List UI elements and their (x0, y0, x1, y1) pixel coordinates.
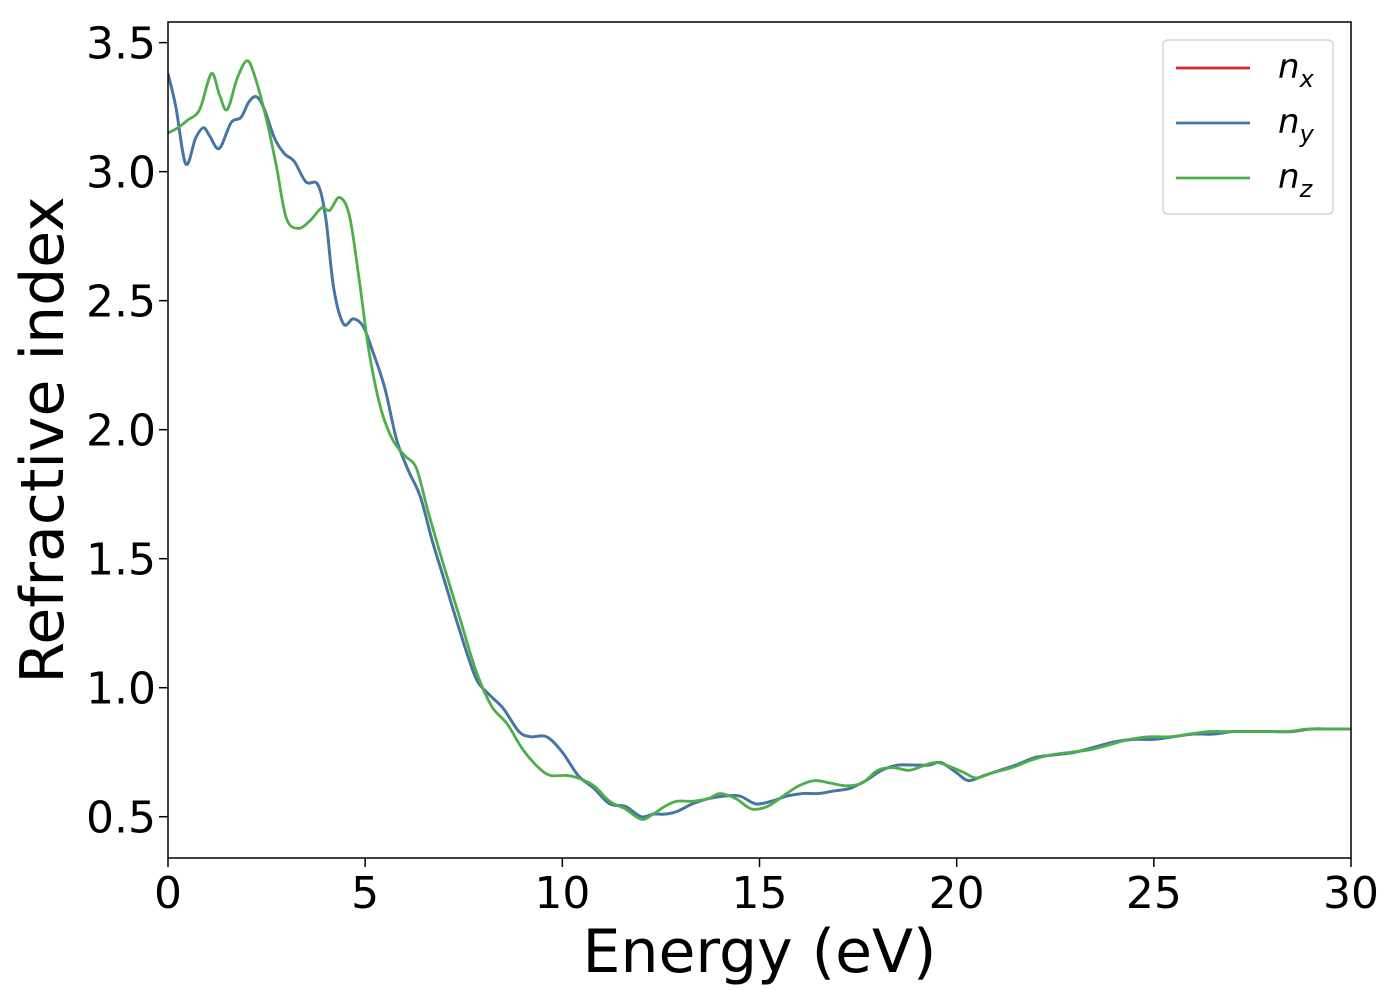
x-tick-label: 0 (154, 868, 182, 919)
legend-box (1162, 39, 1334, 215)
x-tick-label: 15 (732, 868, 788, 919)
x-axis-label: Energy (eV) (583, 917, 937, 987)
y-tick-label: 1.0 (86, 664, 156, 715)
y-tick-label: 1.5 (86, 535, 156, 586)
y-tick-label: 2.0 (86, 406, 156, 457)
y-tick-label: 0.5 (86, 793, 156, 844)
series-layer (168, 59, 1351, 821)
series-line-3 (168, 59, 1351, 821)
x-tick-label: 25 (1126, 868, 1182, 919)
y-tick-label: 2.5 (86, 277, 156, 328)
legend-label: nx (1278, 47, 1315, 93)
y-axis-ticks: 0.5 1.0 1.5 2.0 2.5 3.0 3.5 (86, 19, 168, 844)
x-tick-label: 10 (534, 868, 590, 919)
x-tick-label: 30 (1323, 868, 1379, 919)
y-tick-label: 3.5 (86, 19, 156, 70)
y-tick-label: 3.0 (86, 148, 156, 199)
legend-label: nz (1278, 157, 1314, 203)
x-axis-ticks: 0 5 10 15 20 25 30 (154, 858, 1379, 919)
legend: nx ny nz (1162, 39, 1334, 215)
x-tick-label: 20 (929, 868, 985, 919)
legend-label: ny (1278, 102, 1315, 148)
x-tick-label: 5 (351, 868, 379, 919)
y-axis-label: Refractive index (8, 196, 78, 683)
